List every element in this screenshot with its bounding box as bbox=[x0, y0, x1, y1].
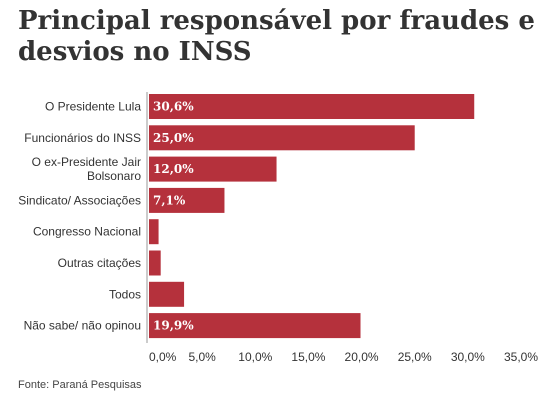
category-label: Outras citações bbox=[58, 256, 141, 270]
x-tick-label: 25,0% bbox=[398, 350, 432, 364]
category-label: Todos bbox=[109, 287, 141, 301]
x-tick-label: 5,0% bbox=[188, 350, 216, 364]
data-labels: 30,6% 25,0% 12,0% 7,1% 19,9% bbox=[153, 100, 194, 333]
bar bbox=[149, 187, 225, 213]
data-label: 25,0% bbox=[153, 131, 194, 145]
category-labels: O Presidente Lula Funcionários do INSS O e… bbox=[18, 100, 141, 333]
bar bbox=[149, 281, 185, 307]
category-label: O Presidente Lula bbox=[45, 100, 141, 114]
x-tick-label: 30,0% bbox=[451, 350, 485, 364]
data-label: 19,9% bbox=[153, 319, 194, 333]
category-label: Congresso Nacional bbox=[33, 225, 141, 239]
x-tick-label: 15,0% bbox=[291, 350, 325, 364]
category-label: Sindicato/ Associações bbox=[18, 193, 141, 207]
chart-title: Principal responsável por fraudes e desv… bbox=[18, 6, 535, 67]
x-tick-label: 35,0% bbox=[504, 350, 538, 364]
data-label: 12,0% bbox=[153, 162, 194, 176]
bar bbox=[149, 219, 159, 245]
bar bbox=[149, 156, 277, 182]
data-label: 30,6% bbox=[153, 100, 194, 114]
source-note: Fonte: Paraná Pesquisas bbox=[18, 379, 142, 391]
x-tick-label: 0,0% bbox=[149, 350, 177, 364]
x-tick-label: 20,0% bbox=[345, 350, 379, 364]
bar bbox=[149, 125, 415, 151]
x-axis-ticks: 0,0% 5,0% 10,0% 15,0% 20,0% 25,0% 30,0% 35,0% bbox=[149, 350, 538, 364]
bars-group bbox=[149, 94, 475, 339]
bar bbox=[149, 94, 475, 119]
bar bbox=[149, 250, 161, 276]
category-label: Funcionários do INSS bbox=[24, 131, 141, 145]
category-label: Não sabe/ não opinou bbox=[24, 319, 141, 333]
x-tick-label: 10,0% bbox=[238, 350, 272, 364]
bar bbox=[149, 313, 361, 339]
data-label: 7,1% bbox=[153, 193, 186, 207]
category-label: O ex-Presidente Jair Bolsonaro bbox=[32, 155, 142, 183]
